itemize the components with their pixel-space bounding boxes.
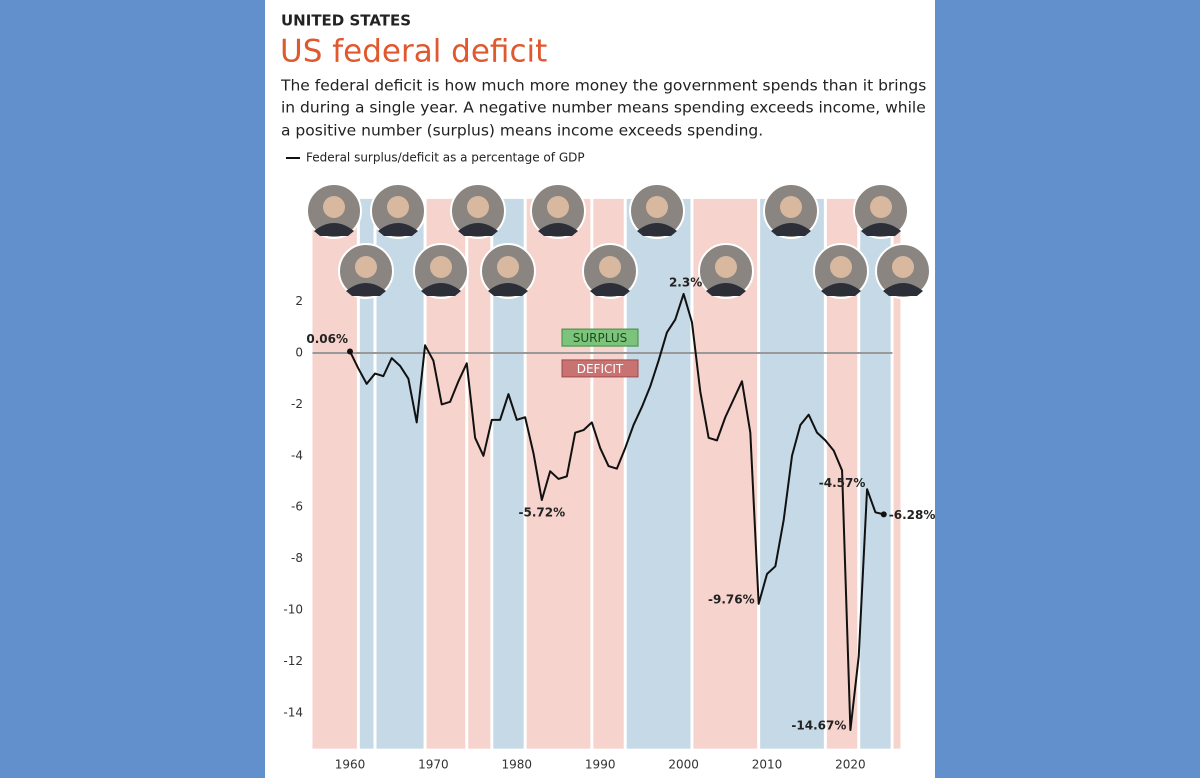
portrait-suit <box>488 283 528 296</box>
y-tick-label: -8 <box>291 551 303 565</box>
region-tag-box <box>561 328 639 347</box>
x-tick-label: 1980 <box>502 758 533 772</box>
y-tick-label: -12 <box>283 654 303 668</box>
term-band <box>468 198 491 749</box>
chart-title: US federal deficit <box>280 34 547 70</box>
y-tick-label: -2 <box>291 397 303 411</box>
portrait-face <box>870 196 892 218</box>
end-dot <box>347 348 353 355</box>
portrait-face <box>830 256 852 278</box>
portrait-face <box>892 256 914 278</box>
portrait-suit <box>706 283 746 296</box>
value-label: 2.3% <box>669 275 702 289</box>
y-tick-label: -6 <box>291 500 303 514</box>
value-label: 0.06% <box>306 332 348 346</box>
x-tick-label: 2000 <box>668 758 699 772</box>
portrait-suit <box>378 223 418 236</box>
y-tick-label: 2 <box>295 294 303 308</box>
y-tick-label: -10 <box>283 603 303 617</box>
term-band <box>893 198 901 749</box>
value-label: -6.28% <box>889 508 936 522</box>
portrait-suit <box>346 283 386 296</box>
portrait-suit <box>590 283 630 296</box>
line <box>349 292 884 732</box>
value-label: -14.67% <box>791 719 846 733</box>
x-tick-label: 2020 <box>835 758 866 772</box>
term-band <box>760 198 824 749</box>
portrait-face <box>355 256 377 278</box>
kicker: UNITED STATES <box>281 12 411 30</box>
subtitle: in during a single year. A negative numb… <box>281 99 926 117</box>
portrait-suit <box>458 223 498 236</box>
region-tag: SURPLUS <box>573 331 627 345</box>
portrait-suit <box>314 223 354 236</box>
portrait-face <box>547 196 569 218</box>
region-tag: DEFICIT <box>577 362 624 376</box>
y-tick-label: -4 <box>291 448 303 462</box>
term-band <box>626 198 691 749</box>
region-tag-box <box>561 359 639 378</box>
portrait-face <box>599 256 621 278</box>
portrait-suit <box>821 283 861 296</box>
value-label: -4.57% <box>819 476 866 490</box>
portrait-suit <box>861 223 901 236</box>
portrait-face <box>646 196 668 218</box>
x-tick-label: 1960 <box>335 758 366 772</box>
subtitle: a positive number (surplus) means income… <box>281 122 763 140</box>
portrait-suit <box>538 223 578 236</box>
value-label: -9.76% <box>708 592 755 606</box>
x-tick-label: 1990 <box>585 758 616 772</box>
term-band <box>359 198 374 749</box>
portrait-suit <box>771 223 811 236</box>
x-tick-label: 2010 <box>752 758 783 772</box>
x-tick-label: 1970 <box>418 758 449 772</box>
portrait-suit <box>421 283 461 296</box>
portrait-face <box>715 256 737 278</box>
y-tick-label: -14 <box>283 705 303 719</box>
subtitle: The federal deficit is how much more mon… <box>280 77 926 95</box>
legend-label: Federal surplus/deficit as a percentage … <box>306 151 585 165</box>
portrait-face <box>323 196 345 218</box>
portrait-face <box>430 256 452 278</box>
portrait-face <box>780 196 802 218</box>
value-label: -5.72% <box>519 506 566 520</box>
portrait-suit <box>883 283 923 296</box>
portrait-suit <box>637 223 677 236</box>
y-tick-label: 0 <box>295 346 303 360</box>
portrait-face <box>387 196 409 218</box>
end-dot <box>880 511 887 518</box>
portrait-face <box>497 256 519 278</box>
portrait-face <box>467 196 489 218</box>
